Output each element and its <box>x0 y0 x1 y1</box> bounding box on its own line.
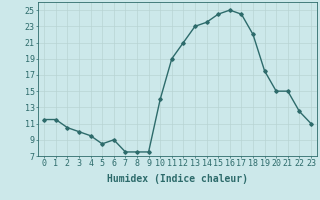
X-axis label: Humidex (Indice chaleur): Humidex (Indice chaleur) <box>107 174 248 184</box>
